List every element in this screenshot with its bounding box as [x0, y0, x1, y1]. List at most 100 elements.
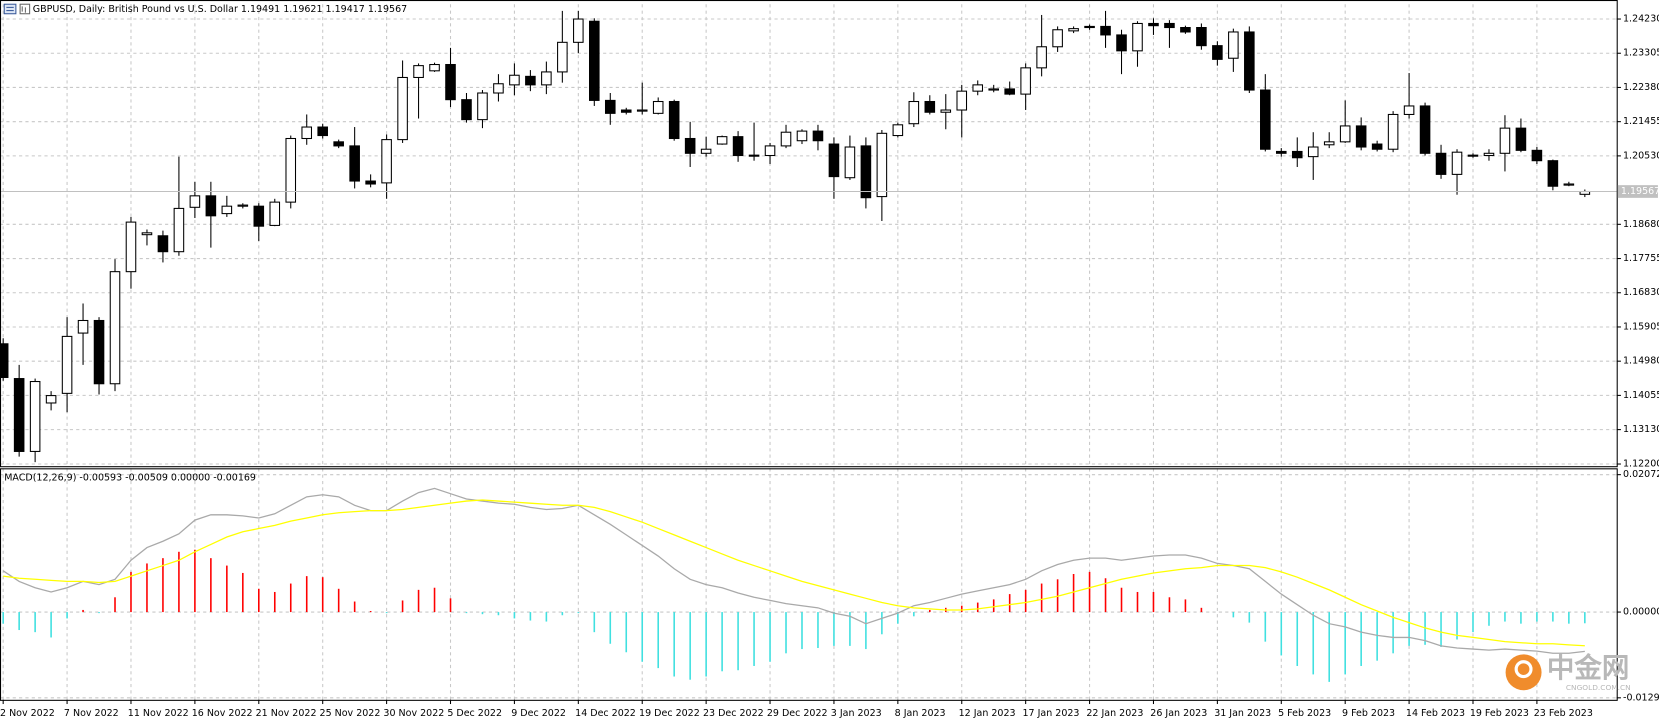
- candle-body: [1260, 89, 1271, 150]
- candle-body: [1387, 113, 1399, 150]
- candle-body: [876, 132, 888, 198]
- candle-body: [589, 20, 600, 101]
- candle-body: [940, 109, 952, 113]
- y-tick-label: 1.18680: [1623, 219, 1659, 230]
- candle-body: [780, 131, 792, 147]
- candle-body: [125, 221, 137, 273]
- candle-body: [604, 99, 616, 114]
- candle-body: [1212, 45, 1223, 60]
- candle-body: [1499, 127, 1511, 154]
- candle-body: [972, 84, 984, 92]
- watermark-text: 中金网: [1547, 652, 1630, 684]
- x-tick-label: 23 Feb 2023: [1534, 708, 1593, 719]
- y-tick-label: 1.15905: [1623, 321, 1659, 332]
- x-tick-label: 5 Feb 2023: [1278, 708, 1331, 719]
- candle-body: [109, 271, 121, 385]
- candle-body: [1307, 146, 1319, 158]
- candle-body: [1323, 141, 1335, 146]
- indicator-title: MACD(12,26,9) -0.00593 -0.00509 0.00000 …: [4, 472, 256, 483]
- candle-body: [1132, 22, 1143, 52]
- candle-body: [525, 75, 536, 86]
- candle-body: [173, 207, 185, 253]
- x-tick-label: 31 Jan 2023: [1214, 708, 1271, 719]
- candle-body: [45, 395, 57, 404]
- candle-body: [93, 319, 105, 385]
- candle-body: [269, 201, 281, 226]
- x-tick-label: 26 Jan 2023: [1150, 708, 1207, 719]
- x-tick-label: 3 Jan 2023: [831, 708, 882, 719]
- indicator-line: [3, 499, 1585, 647]
- candle-body: [1483, 152, 1495, 157]
- candle-body: [1419, 105, 1431, 154]
- candle-body: [700, 148, 712, 154]
- candle-body: [205, 195, 217, 217]
- y-tick-label: 1.13130: [1623, 424, 1659, 435]
- candle-body: [860, 145, 872, 199]
- x-tick-label: 2 Nov 2022: [0, 708, 55, 719]
- candle-body: [301, 126, 313, 140]
- grid-layer: [0, 4, 1617, 700]
- candle-body: [285, 137, 297, 203]
- y-tick-label: 1.21455: [1623, 116, 1659, 127]
- candle-body: [748, 154, 760, 157]
- chart-title: GBPUSD, Daily: British Pound vs U.S. Dol…: [33, 4, 407, 15]
- mark-layer: [0, 10, 1617, 682]
- watermark: 中金网 CNGOLD.COM.CN: [1505, 652, 1631, 692]
- candle-body: [732, 136, 744, 157]
- candle-body: [253, 205, 265, 227]
- candle-body: [557, 41, 568, 73]
- candle-body: [461, 99, 472, 121]
- watermark-subtext: CNGOLD.COM.CN: [1566, 683, 1631, 692]
- candle-body: [221, 205, 233, 215]
- y-tick-label: 1.12200: [1623, 459, 1659, 470]
- icon-box: [3, 3, 17, 15]
- x-tick-label: 25 Nov 2022: [320, 708, 381, 719]
- candle-body: [429, 63, 440, 72]
- x-tick-label: 29 Dec 2022: [767, 708, 828, 719]
- macd-panel-frame: [0, 468, 1618, 701]
- candle-body: [1531, 149, 1543, 162]
- candle-body: [812, 130, 824, 142]
- x-tick-label: 9 Feb 2023: [1342, 708, 1395, 719]
- x-tick-label: 8 Jan 2023: [895, 708, 946, 719]
- y-tick-label: 1.24230: [1623, 14, 1659, 25]
- candle-body: [908, 100, 920, 125]
- candle-body: [1403, 105, 1415, 115]
- candle-body: [924, 100, 936, 113]
- x-tick-label: 21 Nov 2022: [256, 708, 317, 719]
- x-tick-label: 23 Dec 2022: [703, 708, 764, 719]
- x-tick-label: 9 Dec 2022: [511, 708, 566, 719]
- y-tick-label: 1.17755: [1623, 253, 1659, 264]
- candle-body: [0, 343, 9, 378]
- icon-box: [19, 3, 31, 15]
- candle-body: [1116, 34, 1127, 52]
- candle-body: [1244, 31, 1255, 91]
- candle-body: [956, 90, 968, 111]
- candle-body: [1084, 25, 1095, 29]
- x-tick-label: 11 Nov 2022: [128, 708, 189, 719]
- candle-body: [1547, 160, 1559, 187]
- symbol-icon: [3, 3, 31, 15]
- x-tick-label: 14 Feb 2023: [1406, 708, 1465, 719]
- candle-body: [397, 76, 408, 141]
- indicator-line: [2, 487, 1585, 654]
- candle-body: [477, 92, 488, 121]
- x-tick-label: 19 Feb 2023: [1470, 708, 1529, 719]
- y-tick-label: 1.14980: [1623, 356, 1659, 367]
- candle-body: [1355, 125, 1367, 148]
- candle-body: [796, 130, 808, 142]
- candle-body: [668, 100, 680, 140]
- y-tick-label: 1.16830: [1623, 287, 1659, 298]
- last-price-label: 1.19567: [1621, 186, 1659, 197]
- y-tick-label: 1.22380: [1623, 82, 1659, 93]
- candle-body: [636, 109, 648, 112]
- candle-body: [1180, 27, 1191, 33]
- candle-body: [1068, 28, 1079, 32]
- x-tick-label: 22 Jan 2023: [1086, 708, 1143, 719]
- candle-body: [684, 137, 696, 154]
- candle-body: [541, 71, 552, 86]
- candle-body: [1451, 151, 1463, 175]
- candle-body: [1563, 183, 1575, 186]
